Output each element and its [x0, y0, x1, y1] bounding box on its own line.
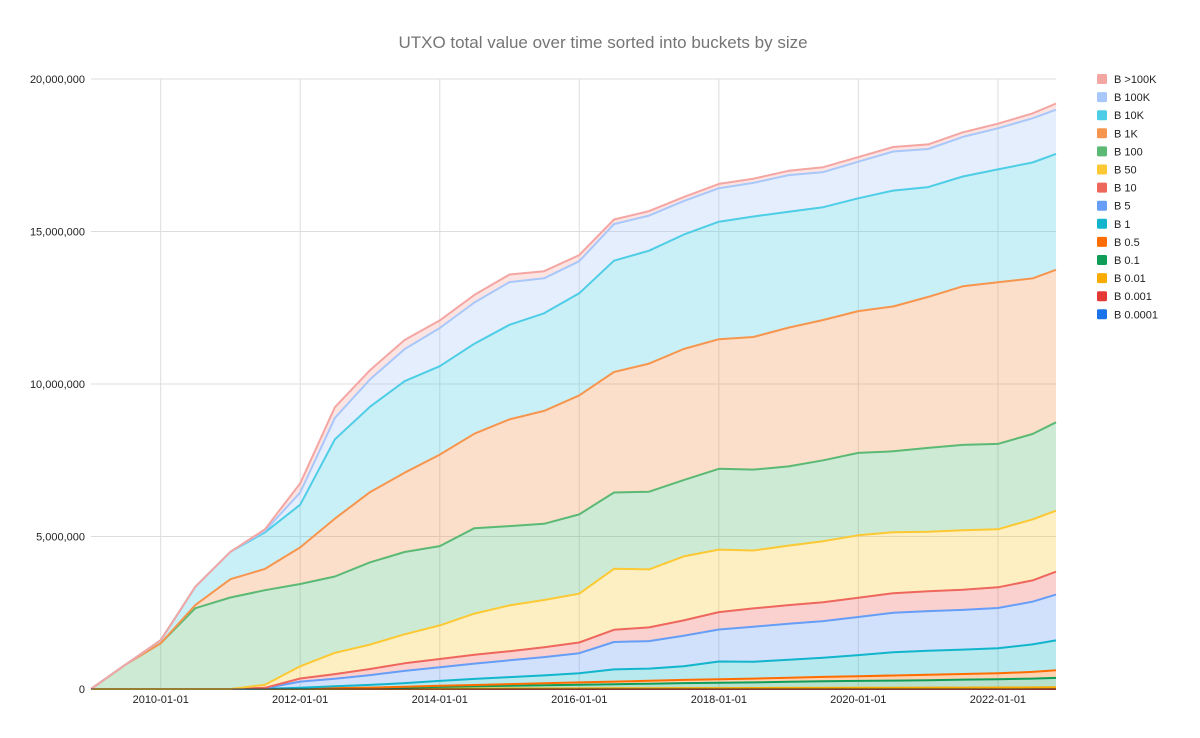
chart-title: UTXO total value over time sorted into b…: [398, 33, 807, 52]
legend-label-b-100: B 100: [1114, 146, 1143, 158]
axes: 0 5,000,000 10,000,000 15,000,000 20,000,000…: [30, 74, 1056, 706]
y-tick-label: 10,000,000: [30, 379, 85, 391]
legend-swatch-b-10k: [1097, 110, 1107, 121]
legend-swatch-b-10: [1097, 182, 1107, 193]
x-tick-label: 2010-01-01: [133, 694, 189, 706]
x-tick-label: 2012-01-01: [272, 694, 328, 706]
area-b-100k: [91, 109, 1056, 689]
legend-label-b-100k: B 100K: [1114, 92, 1151, 104]
line-b-100k: [90, 102, 1057, 690]
legend-label-b-0-5: B 0.5: [1114, 237, 1140, 249]
gridlines: [91, 78, 1056, 689]
area-series: [91, 103, 1056, 690]
area-b-100: [91, 422, 1056, 689]
legend-swatch-b-100k: [1097, 92, 1107, 103]
legend-swatch-b-0-01: [1097, 273, 1107, 284]
line-b-100: [90, 421, 1057, 690]
legend-label-b-0-001: B 0.001: [1114, 291, 1152, 303]
x-tick-label: 2022-01-01: [970, 694, 1026, 706]
legend-label-b-5: B 5: [1114, 201, 1131, 213]
legend-swatch-b-0-1: [1097, 255, 1107, 265]
legend-label-b-1: B 1: [1114, 219, 1131, 231]
line-b-50: [91, 509, 1057, 690]
legend-swatch-b-100k: [1097, 74, 1107, 84]
legend-swatch-b-100: [1097, 146, 1107, 157]
area-b-0-5: [91, 670, 1056, 689]
legend-label-b-10: B 10: [1114, 183, 1137, 195]
legend-swatch-b-1: [1097, 218, 1107, 229]
y-tick-label: 15,000,000: [30, 227, 85, 239]
legend[interactable]: B >100K B 100K B 10K B 1K B 100 B 50 B 10 B 5 B …: [1097, 74, 1158, 321]
x-tick-label: 2014-01-01: [412, 694, 468, 706]
legend-label-b-0-01: B 0.01: [1114, 273, 1146, 285]
legend-swatch-b-0-0001: [1097, 309, 1107, 320]
legend-swatch-b-0-001: [1097, 291, 1107, 302]
legend-label-b-0-0001: B 0.0001: [1114, 309, 1158, 321]
area-b-0-1: [91, 677, 1056, 689]
legend-label-b-50: B 50: [1114, 165, 1137, 177]
area-b-5: [91, 594, 1056, 689]
y-tick-label: 5,000,000: [36, 532, 85, 544]
y-tick-label: 0: [79, 684, 85, 696]
legend-label-b-10k: B 10K: [1114, 110, 1145, 122]
area-b-1k: [91, 269, 1056, 689]
x-tick-label: 2016-01-01: [551, 694, 607, 706]
legend-swatch-b-5: [1097, 200, 1107, 211]
legend-swatch-b-0-5: [1097, 236, 1107, 247]
legend-swatch-b-1k: [1097, 128, 1107, 139]
line-b-1k: [90, 268, 1057, 690]
legend-label-b-0-1: B 0.1: [1114, 255, 1140, 267]
legend-label-b-100k: B >100K: [1114, 74, 1157, 86]
area-b-10k: [91, 153, 1056, 689]
y-tick-label: 20,000,000: [30, 74, 85, 86]
area-b-50: [91, 510, 1056, 689]
legend-label-b-1k: B 1K: [1114, 128, 1139, 140]
legend-swatch-b-50: [1097, 164, 1107, 175]
line-b-10: [91, 570, 1057, 690]
x-tick-label: 2020-01-01: [830, 694, 886, 706]
x-tick-label: 2018-01-01: [691, 694, 747, 706]
